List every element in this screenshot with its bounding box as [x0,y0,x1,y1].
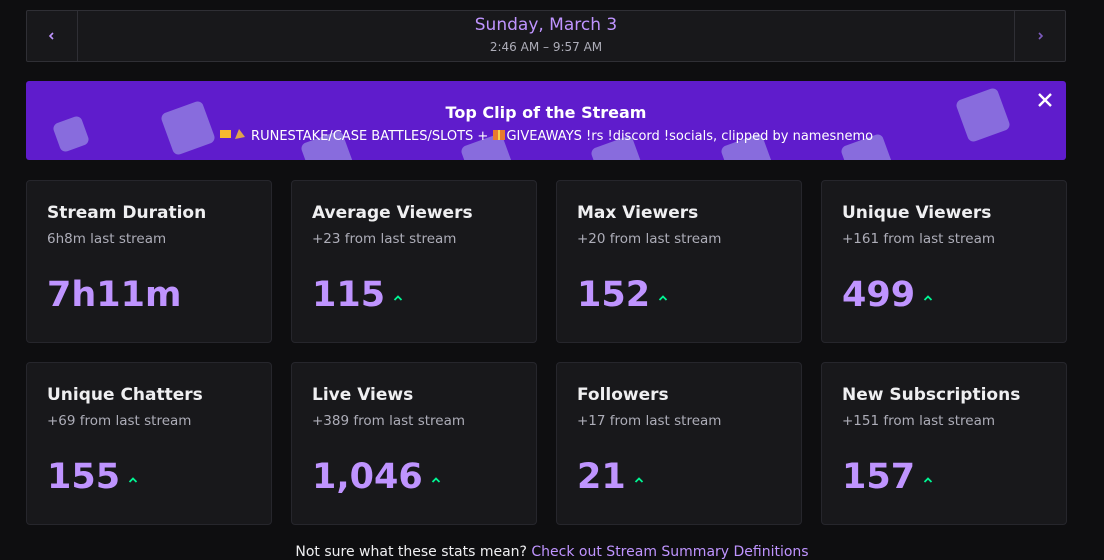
stat-title: Max Viewers [577,203,699,223]
trend-up-path [923,295,933,301]
stat-title: Average Viewers [312,203,473,223]
banner-title: Top Clip of the Stream [445,103,647,122]
close-button[interactable] [1034,89,1056,111]
stat-title: Followers [577,385,669,405]
gift-icon [493,130,506,140]
definitions-link[interactable]: Check out Stream Summary Definitions [531,544,809,560]
stat-change: +151 from last stream [842,413,996,429]
stat-value-row: 7h11m [47,275,181,315]
chevron-left [48,32,54,40]
stat-card: Live Views +389 from last stream 1,046 [291,362,537,525]
trend-up-path [658,295,668,301]
trend-up-icon [431,477,440,483]
stat-value-row: 1,046 [312,457,441,497]
stat-value-row: 499 [842,275,933,315]
banner-subtitle-text: RUNESTAKE/CASE BATTLES/SLOTS + [251,129,489,144]
stat-card: New Subscriptions +151 from last stream 15… [821,362,1067,525]
trend-up-icon [634,477,643,483]
trend-up-icon [128,477,138,483]
stat-change: +161 from last stream [842,231,996,247]
stat-card: Stream Duration 6h8m last stream 7h11m [26,180,272,343]
stat-value: 21 [577,457,626,497]
stat-title: Unique Viewers [842,203,992,223]
trend-up-icon [393,295,403,301]
stat-card: Max Viewers +20 from last stream 152 [556,180,802,343]
stat-value-row: 157 [842,457,933,497]
stat-value-row: 21 [577,457,644,497]
next-stream-button[interactable] [1014,11,1065,61]
top-clip-banner[interactable]: Top Clip of the Stream RUNESTAKE/CASE BA… [26,81,1066,160]
stat-value: 499 [842,275,916,315]
banner-subtitle-text: GIVEAWAYS !rs !discord !socials, clipped… [506,129,874,144]
date-navigator: Sunday, March 3 2:46 AM – 9:57 AM [26,10,1066,62]
stat-card: Followers +17 from last stream 21 [556,362,802,525]
stat-change: +389 from last stream [312,413,466,429]
stat-change: +23 from last stream [312,231,457,247]
stat-value: 155 [47,457,121,497]
stat-value-row: 152 [577,275,668,315]
stat-value: 115 [312,275,386,315]
stat-value: 157 [842,457,916,497]
trend-up-path [431,477,440,483]
stat-title: Live Views [312,385,414,405]
banner-subtitle: RUNESTAKE/CASE BATTLES/SLOTS + GIVEAWAYS… [26,127,1066,144]
stat-change: +20 from last stream [577,231,722,247]
chevron-right [1038,32,1044,40]
stat-value-row: 115 [312,275,403,315]
trend-up-path [923,477,933,483]
trend-up-icon [923,295,933,301]
stat-value: 1,046 [312,457,423,497]
stat-title: Unique Chatters [47,385,203,405]
stat-card: Average Viewers +23 from last stream 115 [291,180,537,343]
stream-date: Sunday, March 3 [474,15,618,35]
stat-title: New Subscriptions [842,385,1021,405]
crown-party-icons [219,129,245,139]
stat-value: 7h11m [47,275,182,315]
stat-change: +17 from last stream [577,413,722,429]
stream-time: 2:46 AM – 9:57 AM [489,40,603,54]
previous-stream-button[interactable] [27,11,78,61]
stat-card: Unique Chatters +69 from last stream 155 [26,362,272,525]
footer-question: Not sure what these stats mean? [295,544,527,560]
stat-value-row: 155 [47,457,138,497]
trend-up-icon [923,477,933,483]
trend-up-path [128,477,138,483]
footer-note: Not sure what these stats mean? Check ou… [0,544,1104,560]
stat-value: 152 [577,275,651,315]
trend-up-path [634,477,643,483]
trend-up-path [393,295,403,301]
stat-change: +69 from last stream [47,413,192,429]
stat-card: Unique Viewers +161 from last stream 499 [821,180,1067,343]
stat-change: 6h8m last stream [47,231,167,247]
trend-up-icon [658,295,668,301]
stat-title: Stream Duration [47,203,207,223]
